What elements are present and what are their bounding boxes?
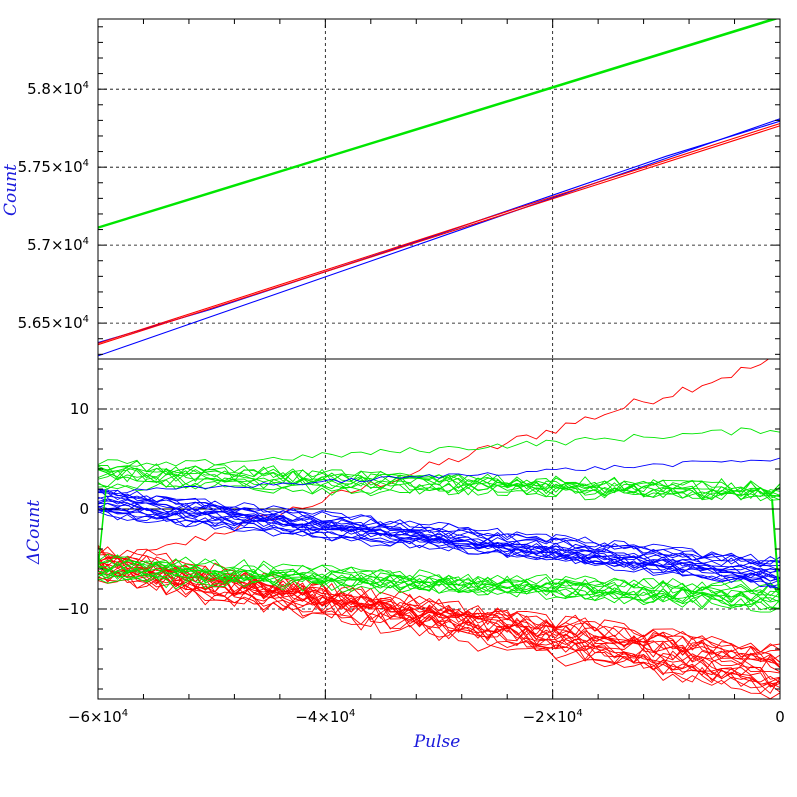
bottom-series-line-20 — [98, 546, 780, 694]
top-y-tick-labels: 5.65×104 5.7×104 5.75×104 5.8×104 — [18, 80, 89, 332]
bottom-series-line-60 — [98, 498, 780, 567]
bottom-series-line-64 — [98, 495, 780, 589]
top-series-line-5 — [98, 125, 780, 346]
bottom-series-line-33 — [98, 460, 780, 502]
bottom-series-line-65 — [98, 489, 780, 564]
top-series-line-3 — [98, 120, 780, 344]
x-axis-title: Pulse — [413, 732, 461, 752]
x-tick-label: 0 — [775, 708, 785, 726]
bottom-plot-frame — [97, 358, 781, 700]
bottom-series-line-24 — [98, 479, 780, 501]
bottom-series-line-0 — [98, 359, 770, 569]
top-gridlines — [98, 19, 780, 359]
bottom-series-line-61 — [98, 498, 780, 565]
bottom-series-line-66 — [98, 491, 780, 565]
bottom-series-line-54 — [98, 509, 780, 580]
top-y-tick-label: 5.65×104 — [18, 314, 89, 332]
top-y-tick-label: 5.8×104 — [27, 80, 89, 98]
bottom-series-lines — [98, 359, 780, 699]
bottom-series-line-49 — [98, 509, 780, 585]
bottom-series-line-46 — [98, 553, 780, 603]
bottom-series-line-16 — [98, 554, 780, 663]
top-axis-ticks — [97, 19, 781, 355]
top-y-axis-title: Count — [1, 164, 21, 216]
bottom-y-tick-label: −10 — [57, 600, 89, 618]
x-tick-labels: −6×104 −4×104 −2×104 0 — [68, 708, 785, 726]
bottom-series-line-51 — [98, 509, 780, 582]
bottom-series-line-58 — [98, 502, 780, 573]
bottom-series-line-48 — [98, 457, 780, 494]
bottom-series-line-34 — [98, 459, 780, 501]
bottom-panel: −10 0 10 −6×104 −4×104 −2×104 0 ΔCount Pulse — [24, 358, 785, 752]
top-series-line-0 — [98, 19, 776, 228]
bottom-y-axis-title: ΔCount — [24, 500, 44, 565]
bottom-series-line-59 — [98, 500, 780, 575]
bottom-series-line-22 — [98, 544, 780, 685]
bottom-series-line-53 — [98, 509, 780, 572]
bottom-series-line-57 — [98, 502, 780, 572]
bottom-y-tick-label: 0 — [79, 500, 89, 518]
top-plot-frame — [97, 18, 781, 360]
bottom-series-line-29 — [98, 467, 780, 496]
x-tick-label: −4×104 — [295, 708, 355, 726]
top-y-tick-label: 5.7×104 — [27, 236, 89, 254]
bottom-series-line-11 — [98, 560, 780, 674]
bottom-series-line-5 — [98, 572, 780, 684]
top-series-lines — [98, 19, 780, 357]
bottom-series-line-23 — [98, 427, 780, 472]
bottom-series-line-10 — [98, 560, 780, 673]
bottom-series-line-1 — [98, 576, 780, 699]
bottom-y-tick-labels: −10 0 10 — [57, 400, 89, 618]
bottom-series-line-36 — [98, 573, 780, 603]
bottom-axis-ticks — [97, 368, 781, 699]
top-panel: 5.65×104 5.7×104 5.75×104 5.8×104 Count — [1, 18, 781, 360]
bottom-series-line-17 — [98, 554, 780, 663]
top-series-line-2 — [98, 118, 780, 357]
bottom-series-line-25 — [98, 476, 780, 499]
top-series-line-1 — [98, 19, 779, 229]
top-y-tick-label: 5.75×104 — [18, 158, 89, 176]
bottom-series-line-47 — [98, 554, 780, 610]
bottom-y-tick-label: 10 — [70, 400, 89, 418]
x-tick-label: −6×104 — [68, 708, 128, 726]
bottom-series-line-68 — [98, 489, 780, 582]
top-series-line-4 — [98, 122, 780, 344]
x-tick-label: −2×104 — [523, 708, 583, 726]
